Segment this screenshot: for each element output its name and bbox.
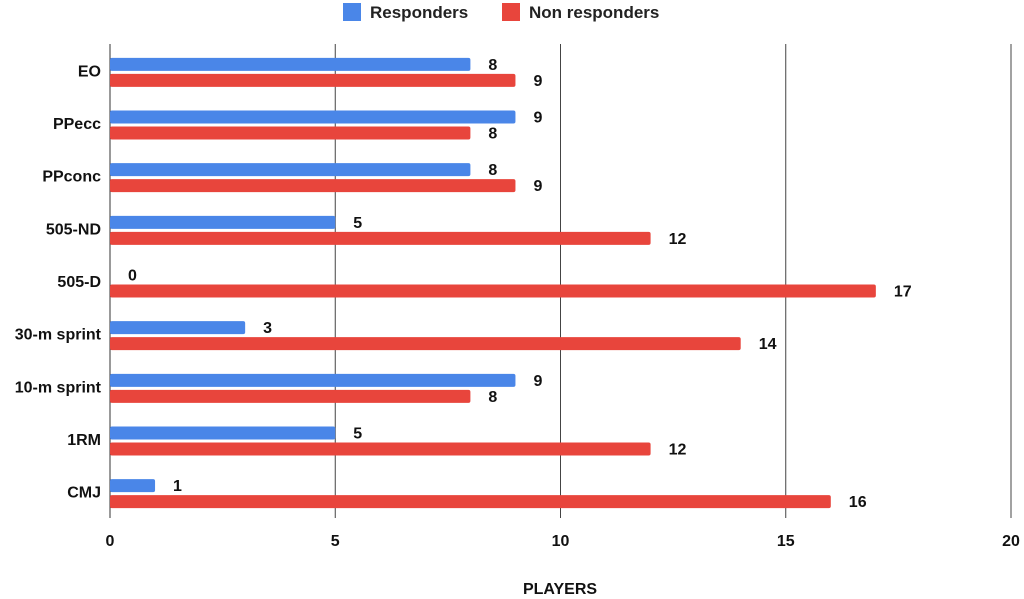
non-responders-value-label: 12	[669, 442, 687, 459]
responders-value-label: 3	[263, 320, 272, 337]
responders-value-label: 8	[488, 162, 497, 179]
legend-label-responders: Responders	[370, 3, 468, 22]
x-axis-title: PLAYERS	[523, 581, 597, 598]
x-tick-label-5: 5	[331, 533, 340, 550]
non-responders-bar	[110, 179, 516, 193]
category-label: CMJ	[67, 485, 101, 502]
legend: Responders Non responders	[343, 3, 659, 22]
responders-bar	[110, 215, 336, 229]
responders-value-label: 5	[353, 215, 362, 232]
responders-bar	[110, 426, 336, 440]
category-label: 10-m sprint	[15, 379, 102, 396]
non-responders-bar	[110, 73, 516, 87]
non-responders-value-label: 8	[488, 126, 497, 143]
responders-bar	[110, 479, 156, 493]
responders-value-label: 9	[533, 110, 542, 127]
non-responders-bar	[110, 495, 831, 509]
responders-bar	[110, 163, 471, 177]
category-label: PPecc	[53, 116, 101, 133]
non-responders-bar	[110, 231, 651, 245]
value-labels: 8 9 9 8 8 9 5 12 0 17 3 14 9 8 5 12 1 16	[128, 57, 912, 511]
non-responders-value-label: 17	[894, 284, 912, 301]
category-label: 30-m sprint	[15, 327, 102, 344]
x-tick-label-15: 15	[777, 533, 795, 550]
responders-value-label: 0	[128, 268, 137, 285]
non-responders-value-label: 16	[849, 494, 867, 511]
responders-bar	[110, 57, 471, 71]
non-responders-bar	[110, 389, 471, 403]
category-label: 505-ND	[46, 221, 101, 238]
category-labels: EO PPecc PPconc 505-ND 505-D 30-m sprint 10-m …	[15, 63, 102, 501]
non-responders-value-label: 8	[488, 389, 497, 406]
x-tick-label-20: 20	[1002, 533, 1020, 550]
x-tick-label-10: 10	[552, 533, 570, 550]
responders-value-label: 8	[488, 57, 497, 74]
legend-swatch-responders	[343, 3, 361, 21]
category-label: EO	[78, 63, 101, 80]
x-tick-label-0: 0	[106, 533, 115, 550]
non-responders-value-label: 9	[533, 178, 542, 195]
responders-value-label: 5	[353, 426, 362, 443]
non-responders-bar	[110, 337, 741, 351]
category-label: 1RM	[67, 432, 101, 449]
non-responders-bar	[110, 442, 651, 456]
legend-label-non-responders: Non responders	[529, 3, 659, 22]
non-responders-bar	[110, 284, 876, 298]
non-responders-bar	[110, 126, 471, 140]
responders-value-label: 1	[173, 478, 182, 495]
category-label: PPconc	[42, 169, 101, 186]
responders-bar	[110, 110, 516, 124]
responders-value-label: 9	[533, 373, 542, 390]
non-responders-value-label: 14	[759, 336, 777, 353]
legend-swatch-non-responders	[502, 3, 520, 21]
category-label: 505-D	[57, 274, 101, 291]
non-responders-value-label: 12	[669, 231, 687, 248]
responders-bar	[110, 373, 516, 387]
bars	[110, 57, 876, 509]
x-tick-labels: 0 5 10 15 20	[106, 533, 1020, 550]
non-responders-value-label: 9	[533, 73, 542, 90]
responders-bar	[110, 321, 246, 335]
